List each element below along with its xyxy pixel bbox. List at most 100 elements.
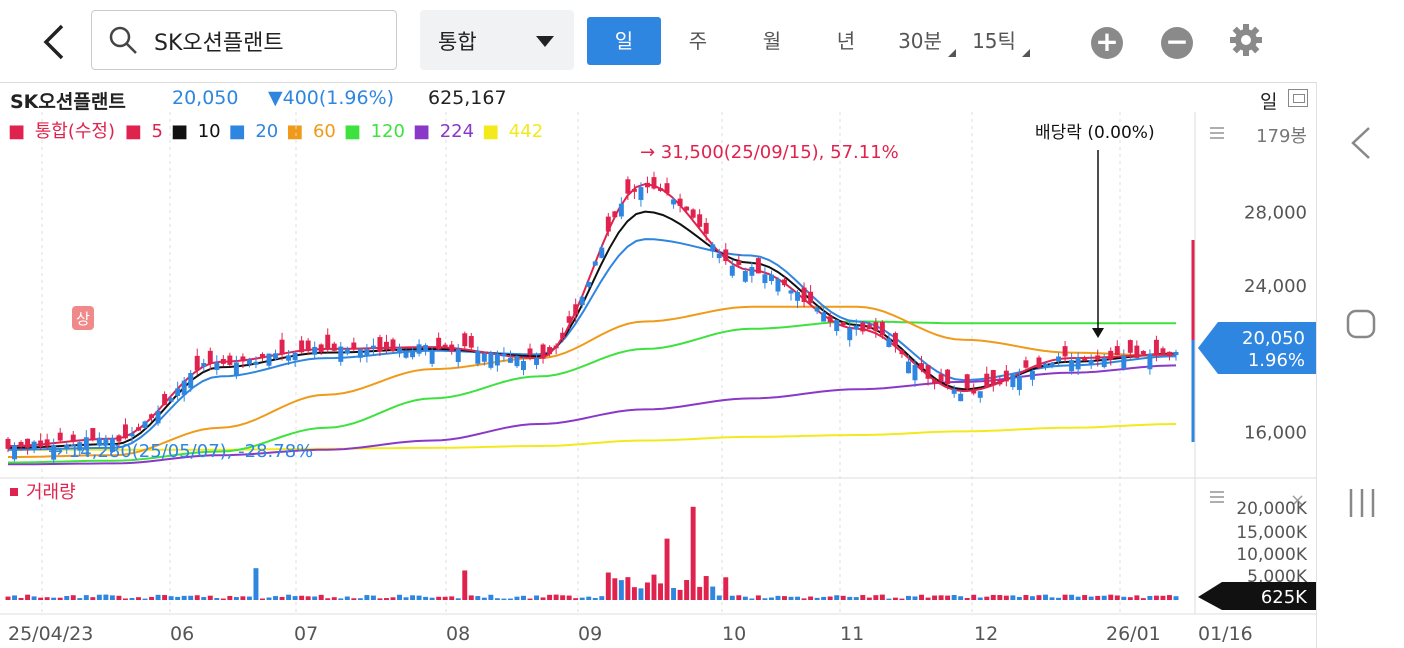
collapse-chevron-icon[interactable] (1349, 126, 1373, 160)
candle-body (671, 199, 677, 205)
volume-bar (351, 598, 357, 600)
zoom-out-minus-icon[interactable]: − (1161, 27, 1193, 59)
volume-bar (109, 595, 115, 600)
volume-bar (1127, 597, 1133, 600)
volume-bar (207, 595, 213, 600)
volume-bar (377, 598, 383, 600)
volume-bar (325, 598, 331, 600)
volume-bar (958, 596, 964, 600)
volume-bar (573, 598, 579, 600)
volume-bar (671, 588, 677, 600)
candle-body (455, 349, 461, 362)
volume-bar (664, 538, 670, 600)
candle-body (403, 350, 409, 358)
period-tab-30min[interactable]: 30분 (894, 17, 956, 65)
volume-tag-bg (1198, 582, 1316, 610)
candle-body (194, 355, 200, 371)
period-tab-week[interactable]: 주 (688, 29, 708, 53)
volume-bar (1108, 594, 1114, 600)
volume-bar (919, 594, 924, 600)
candle-body (1082, 357, 1088, 361)
candle-body (1147, 353, 1153, 370)
candle-body (879, 321, 885, 336)
volume-bar (801, 598, 807, 600)
volume-bar (122, 598, 128, 600)
top-bar: 통합 일 주 월 년 30분 15틱 + − (0, 0, 1404, 82)
candle-body (253, 361, 259, 365)
recent-apps-icon[interactable] (1347, 486, 1377, 520)
candle-body (892, 332, 898, 346)
ma-line-10 (7, 210, 1177, 449)
volume-bar (390, 597, 396, 600)
candle-body (1062, 346, 1068, 357)
candle-body (136, 427, 141, 431)
search-box[interactable] (91, 10, 397, 70)
candle-body (749, 267, 755, 276)
volume-bar (442, 596, 448, 600)
fullscreen-icon[interactable] (1288, 89, 1308, 107)
volume-bar (755, 595, 761, 600)
gear-icon[interactable] (1228, 22, 1264, 62)
corner-triangle-icon (948, 49, 956, 57)
candle-body (951, 389, 957, 394)
back-chevron-icon[interactable] (38, 20, 78, 64)
period-tab-day[interactable]: 일 (587, 17, 661, 65)
candle-body (31, 441, 37, 451)
volume-bar (455, 598, 461, 600)
candle-body (834, 320, 840, 332)
volume-bar (1101, 595, 1107, 600)
candle-body (899, 350, 905, 355)
volume-bar (429, 597, 435, 600)
candle-body (573, 304, 579, 315)
candle-body (364, 348, 370, 356)
candle-body (383, 341, 389, 350)
high-annotation: → 31,500(25/09/15), 57.11% (640, 142, 899, 163)
market-select[interactable]: 통합 (420, 10, 574, 70)
candle-body (227, 355, 233, 365)
volume-bar (25, 594, 31, 600)
candle-body (149, 414, 155, 419)
volume-axis-label: 15,000K (1236, 523, 1307, 543)
legend-ma-60: ■ 60 (286, 121, 336, 142)
candle-body (1075, 357, 1081, 370)
volume-bar (331, 597, 337, 600)
volume-bar (1003, 595, 1009, 600)
candle-body (847, 327, 853, 341)
volume-bar (273, 596, 279, 600)
ma-line-442 (8, 423, 1177, 451)
volume-bar (1036, 595, 1042, 600)
candle-body (945, 369, 951, 385)
volume-label: 거래량 (26, 482, 76, 503)
volume-bar (1173, 596, 1179, 600)
volume-bar (312, 596, 318, 600)
volume-bar (494, 598, 500, 600)
period-tab-month[interactable]: 월 (762, 29, 782, 53)
date-axis-label: 25/04/23 (8, 623, 93, 645)
volume-bar (168, 596, 174, 600)
period-tab-15tick[interactable]: 15틱 (968, 17, 1030, 65)
volume-bar (795, 596, 801, 600)
volume-bar (729, 595, 735, 600)
candle-body (1036, 357, 1042, 368)
candle-body (534, 358, 540, 365)
volume-bar (57, 597, 63, 600)
candle-body (1016, 375, 1022, 390)
limit-up-badge: 상 (76, 310, 90, 328)
candle-body (723, 249, 729, 262)
volume-bar (651, 574, 657, 600)
legend-main: 통합(수정) (34, 121, 116, 142)
search-input[interactable] (152, 23, 386, 59)
volume-bar (233, 597, 239, 600)
volume-bar (566, 595, 572, 600)
volume-bar (814, 597, 820, 600)
period-tab-year[interactable]: 년 (836, 29, 856, 53)
date-axis-label: 09 (578, 623, 602, 645)
home-square-icon[interactable] (1345, 308, 1377, 340)
candle-body (507, 357, 513, 363)
volume-bar (899, 598, 905, 600)
zoom-in-plus-icon[interactable]: + (1091, 27, 1123, 59)
price-chart[interactable]: 28,000 24,000 16,000 179봉 ×20,000K 15,000K10,… (0, 112, 1316, 648)
candle-body (25, 438, 31, 448)
candle-body (64, 445, 70, 449)
volume-bar (1029, 596, 1035, 600)
